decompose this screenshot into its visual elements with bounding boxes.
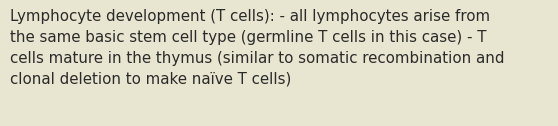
Text: Lymphocyte development (T cells): - all lymphocytes arise from
the same basic st: Lymphocyte development (T cells): - all … xyxy=(10,9,504,87)
